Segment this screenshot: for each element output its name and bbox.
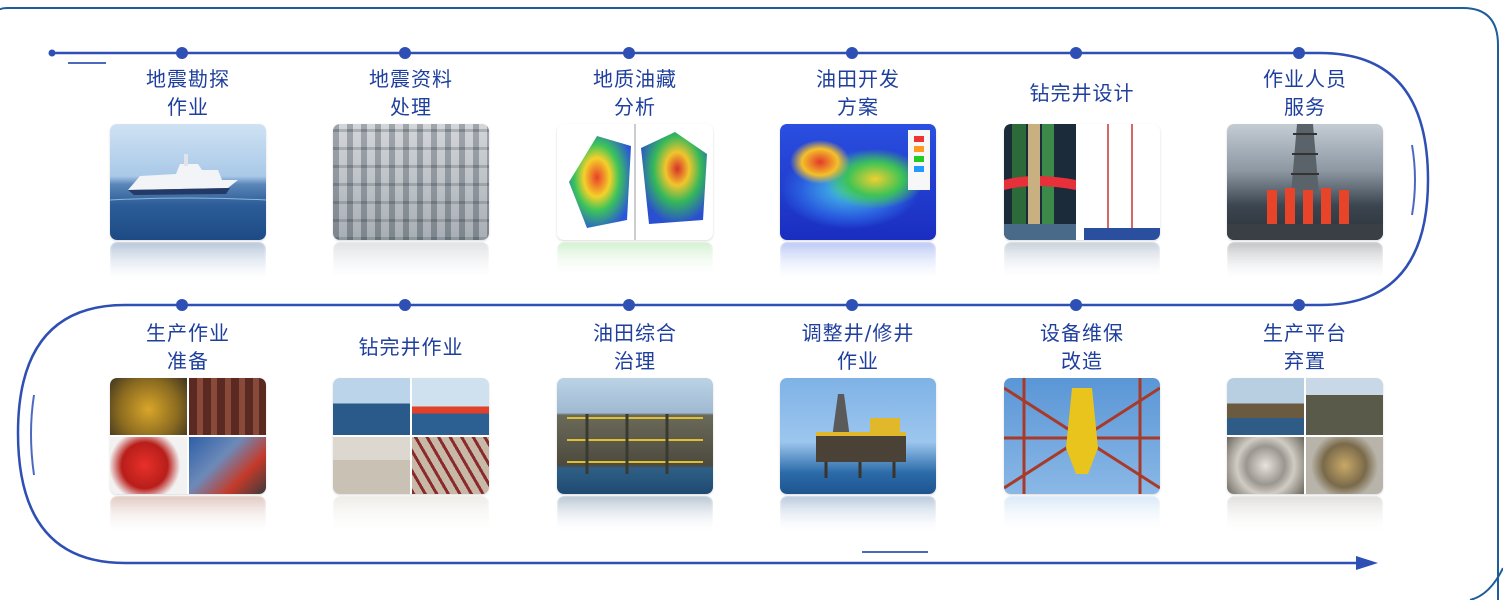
step-label: 生产作业 准备 [146, 321, 230, 373]
step-production-preparation: 生产作业 准备 [110, 316, 266, 532]
step-equipment-maintenance: 设备维保 改造 [1004, 316, 1160, 532]
drilling-collage-photo [333, 378, 489, 494]
reservoir-model-photo [557, 124, 713, 240]
development-map-photo [780, 124, 936, 240]
step-label: 地震勘探 作业 [146, 67, 230, 119]
step-workover-operation: 调整井/修井 作业 [780, 316, 936, 532]
step-label: 钻完井作业 [358, 335, 464, 359]
decommission-collage-photo [1227, 378, 1383, 494]
step-reservoir-analysis: 地质油藏 分析 [557, 62, 713, 278]
processing-center-photo [333, 124, 489, 240]
step-label: 地震资料 处理 [369, 67, 453, 119]
step-platform-decommission: 生产平台 弃置 [1227, 316, 1383, 532]
maintenance-photo [1004, 378, 1160, 494]
step-well-design: 钻完井设计 [1004, 62, 1160, 278]
seismic-vessel-photo [110, 124, 266, 240]
step-label: 作业人员 服务 [1263, 67, 1347, 119]
step-seismic-processing: 地震资料 处理 [333, 62, 489, 278]
step-crew-service: 作业人员 服务 [1227, 62, 1383, 278]
equipment-collage-photo [110, 378, 266, 494]
arrow-head-icon [1356, 556, 1378, 570]
timeline-nodes [176, 47, 1305, 311]
crew-photo [1227, 124, 1383, 240]
step-field-rehabilitation: 油田综合 治理 [557, 316, 713, 532]
start-dot-icon [48, 49, 56, 57]
step-label: 调整井/修井 作业 [801, 321, 915, 373]
step-seismic-exploration: 地震勘探 作业 [110, 62, 266, 278]
workover-platform-photo [780, 378, 936, 494]
well-design-photo [1004, 124, 1160, 240]
step-development-plan: 油田开发 方案 [780, 62, 936, 278]
step-label: 生产平台 弃置 [1263, 321, 1347, 373]
step-label: 地质油藏 分析 [593, 67, 677, 119]
step-label: 设备维保 改造 [1040, 321, 1124, 373]
step-label: 油田综合 治理 [593, 321, 677, 373]
step-label: 钻完井设计 [1029, 81, 1135, 105]
step-drilling-operation: 钻完井作业 [333, 316, 489, 532]
platform-photo [557, 378, 713, 494]
step-label: 油田开发 方案 [816, 67, 900, 119]
